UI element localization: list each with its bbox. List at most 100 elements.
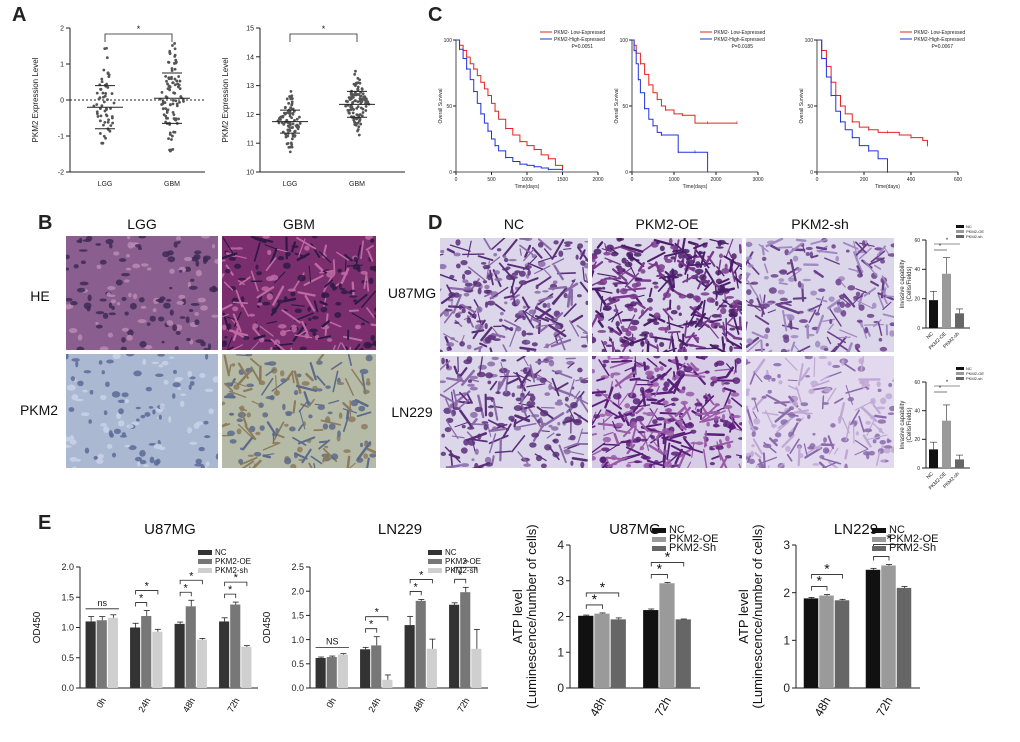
cell-process — [316, 375, 326, 386]
cell-process — [342, 335, 363, 342]
cell-process — [489, 405, 504, 409]
cell-process — [687, 310, 697, 328]
A2-point — [290, 145, 294, 149]
cell-nucleus — [696, 408, 700, 413]
cell-nucleus — [508, 258, 517, 262]
cell-nucleus — [592, 368, 596, 374]
cell-process — [695, 356, 706, 360]
E3-sig-bracket — [585, 592, 620, 597]
A2-point — [291, 112, 295, 116]
cell-process — [299, 409, 306, 430]
cell-process — [652, 440, 664, 454]
A2-point — [360, 87, 364, 91]
cell-nucleus — [633, 252, 642, 257]
cell-nucleus — [469, 375, 479, 380]
cell-process — [827, 387, 837, 402]
cell-process — [602, 307, 611, 311]
E2-bar — [449, 604, 460, 688]
cell-nucleus — [880, 259, 886, 264]
C1-legend-label: PKM2-High-Expressed — [554, 37, 605, 43]
cell-nucleus — [577, 243, 584, 249]
cell-nucleus — [158, 316, 165, 322]
cell-process — [443, 311, 454, 324]
cell-process — [643, 361, 647, 371]
cell-nucleus — [628, 392, 637, 399]
cell-nucleus — [172, 324, 178, 332]
cell-nucleus — [460, 463, 470, 468]
cell-nucleus — [338, 282, 342, 289]
cell-nucleus — [484, 301, 488, 308]
E4-sig-bracket — [811, 586, 828, 591]
cell-process — [828, 323, 834, 331]
cell-process — [656, 274, 665, 278]
cell-nucleus — [654, 367, 661, 371]
cell-nucleus — [108, 294, 116, 298]
cell-process — [583, 279, 588, 283]
cell-nucleus — [881, 459, 886, 462]
A1-point — [168, 52, 172, 56]
E1-bar — [107, 617, 118, 688]
cell-nucleus — [653, 321, 660, 326]
cell-nucleus — [492, 338, 501, 342]
cell-process — [308, 462, 313, 468]
E2-sig-star: * — [375, 607, 380, 619]
D1-ytick-label: 20 — [914, 296, 920, 302]
A2-point — [286, 129, 290, 132]
cell-process — [541, 430, 550, 433]
cell-nucleus — [577, 367, 583, 373]
cell-nucleus — [205, 461, 210, 467]
cell-nucleus — [134, 456, 143, 462]
cell-process — [754, 358, 766, 374]
A1-point — [102, 123, 105, 127]
cell-nucleus — [66, 267, 70, 271]
cell-process — [754, 314, 770, 325]
cell-process — [672, 375, 683, 394]
cell-nucleus — [365, 354, 373, 362]
E1-sig-bracket — [224, 593, 237, 599]
cell-process — [753, 399, 759, 412]
cell-process — [738, 244, 742, 254]
C2-xtick-label: 2000 — [710, 177, 721, 183]
cell-nucleus — [267, 249, 272, 256]
cell-nucleus — [799, 319, 808, 324]
cell-process — [634, 356, 637, 376]
cell-nucleus — [126, 334, 133, 341]
cell-nucleus — [271, 441, 280, 445]
cell-process — [653, 239, 674, 247]
cell-process — [776, 420, 790, 433]
cell-process — [664, 347, 677, 352]
cell-process — [726, 316, 735, 324]
cell-process — [351, 368, 365, 388]
cell-process — [584, 241, 588, 243]
cell-process — [373, 315, 376, 318]
cell-nucleus — [224, 335, 228, 339]
cell-nucleus — [608, 260, 613, 263]
E1-title: U87MG — [144, 521, 196, 538]
cell-nucleus — [564, 396, 569, 402]
cell-process — [655, 431, 661, 441]
cell-process — [222, 259, 226, 262]
cell-process — [273, 271, 286, 284]
cell-nucleus — [492, 426, 498, 430]
cell-nucleus — [132, 263, 141, 269]
A2-point — [292, 109, 296, 113]
E4-legend-label: PKM2-OE — [889, 533, 939, 545]
cell-process — [521, 380, 527, 393]
E4-sig-star: * — [886, 531, 892, 547]
cell-nucleus — [777, 289, 785, 295]
cell-process — [308, 265, 312, 283]
cell-nucleus — [441, 433, 445, 438]
cell-nucleus — [503, 257, 509, 263]
cell-process — [646, 408, 658, 429]
A2-point — [283, 106, 287, 110]
cell-nucleus — [890, 446, 894, 453]
A2-point — [277, 117, 281, 120]
A2-ytick-label: 13 — [246, 83, 254, 90]
cell-nucleus — [828, 296, 835, 302]
cell-process — [746, 339, 762, 352]
E3-bar — [610, 619, 626, 688]
cell-nucleus — [577, 294, 582, 298]
cell-nucleus — [290, 291, 296, 297]
